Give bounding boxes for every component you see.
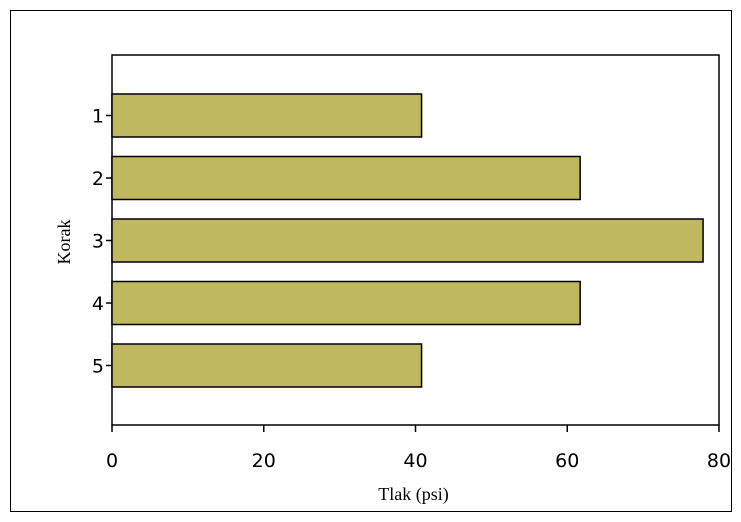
y-tick-label-2: 2 (92, 168, 104, 190)
y-tick-label-4: 4 (92, 293, 104, 315)
bar-1 (111, 93, 423, 138)
y-tick-label-1: 1 (92, 106, 104, 128)
bar-2 (111, 155, 581, 201)
x-tick-label-20: 20 (252, 450, 276, 472)
x-axis-label: Tlak (psi) (378, 484, 448, 505)
bar-3 (111, 218, 704, 263)
x-tick-label-0: 0 (106, 450, 118, 472)
y-tick-label-3: 3 (92, 231, 104, 253)
y-axis-label: Korak (54, 220, 74, 265)
bar-4 (111, 280, 581, 326)
x-axis-ticks: 0 20 40 60 80 (106, 425, 731, 472)
bars-group (111, 93, 704, 388)
x-tick-label-80: 80 (707, 450, 731, 472)
x-tick-label-40: 40 (403, 450, 427, 472)
x-tick-label-60: 60 (555, 450, 579, 472)
y-tick-label-5: 5 (92, 356, 104, 378)
y-axis-ticks: 1 2 3 4 5 (92, 106, 112, 378)
bar-5 (111, 343, 423, 388)
